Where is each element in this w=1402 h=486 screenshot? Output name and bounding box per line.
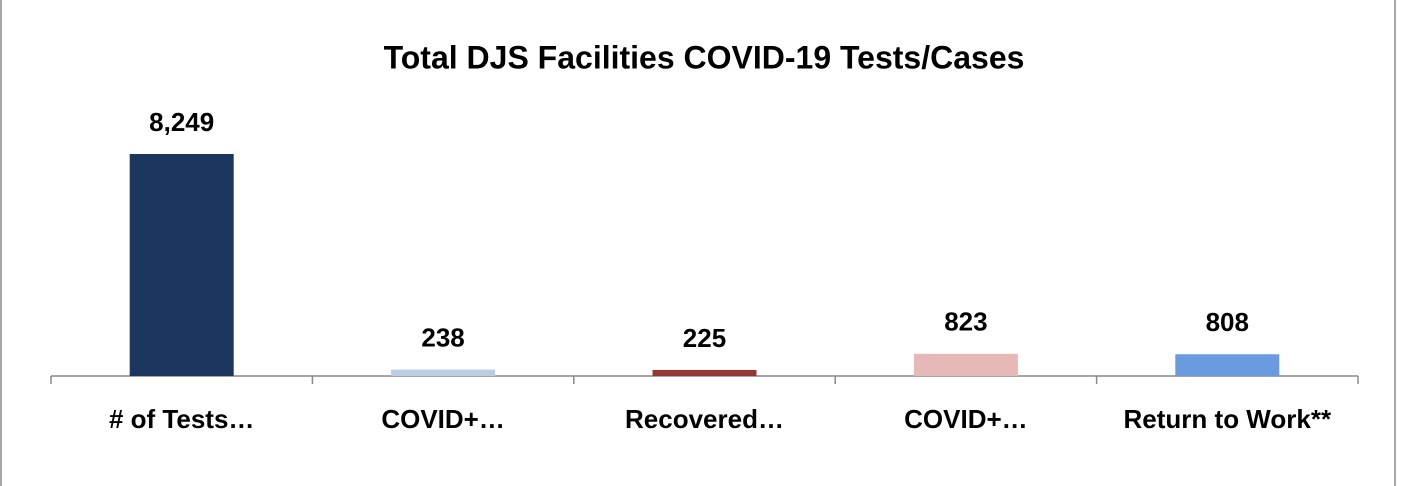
value-label: 225 <box>683 323 726 353</box>
value-label: 823 <box>944 307 987 337</box>
bar <box>1175 354 1280 376</box>
x-tick-label: COVID+… <box>381 404 505 434</box>
bar <box>913 353 1018 376</box>
x-tick-label: COVID+… <box>904 404 1028 434</box>
value-label: 8,249 <box>149 107 214 137</box>
x-tick-label: Return to Work** <box>1124 404 1332 434</box>
bar <box>129 154 234 376</box>
x-tick-label: Recovered… <box>625 404 784 434</box>
chart-title: Total DJS Facilities COVID-19 Tests/Case… <box>384 39 1025 75</box>
x-tick-label: # of Tests… <box>109 404 254 434</box>
bar <box>391 369 496 376</box>
value-label: 238 <box>421 322 464 352</box>
value-label: 808 <box>1206 307 1249 337</box>
bar <box>652 369 757 376</box>
